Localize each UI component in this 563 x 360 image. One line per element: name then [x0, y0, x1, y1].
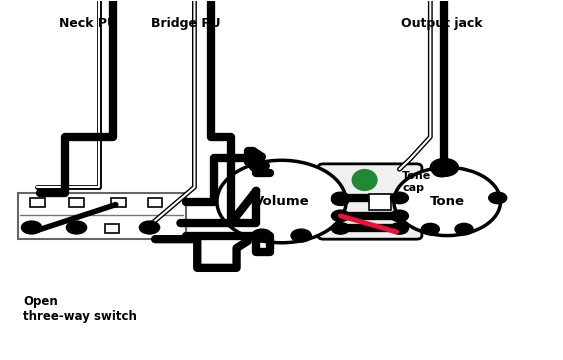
- Text: Neck PU: Neck PU: [59, 17, 117, 30]
- Circle shape: [391, 210, 408, 222]
- FancyBboxPatch shape: [148, 198, 163, 207]
- Circle shape: [421, 224, 439, 235]
- Circle shape: [391, 223, 408, 234]
- Ellipse shape: [352, 170, 377, 190]
- FancyBboxPatch shape: [105, 224, 119, 233]
- Circle shape: [21, 221, 42, 234]
- Text: Volume: Volume: [254, 195, 309, 208]
- Circle shape: [394, 167, 501, 235]
- Circle shape: [332, 210, 350, 222]
- FancyBboxPatch shape: [111, 198, 126, 207]
- Circle shape: [391, 192, 408, 204]
- Circle shape: [249, 159, 269, 172]
- Circle shape: [291, 229, 311, 242]
- Circle shape: [332, 223, 350, 234]
- Circle shape: [430, 158, 458, 176]
- Circle shape: [332, 192, 350, 204]
- Text: Tone
cap: Tone cap: [402, 171, 431, 193]
- FancyBboxPatch shape: [17, 193, 186, 239]
- Circle shape: [332, 194, 350, 206]
- FancyBboxPatch shape: [369, 194, 391, 211]
- Text: Open
three-way switch: Open three-way switch: [23, 295, 137, 323]
- FancyBboxPatch shape: [69, 198, 84, 207]
- Circle shape: [432, 165, 450, 177]
- Text: Output jack: Output jack: [401, 17, 482, 30]
- Circle shape: [455, 224, 473, 235]
- Text: Tone: Tone: [430, 195, 464, 208]
- FancyBboxPatch shape: [30, 198, 44, 207]
- Circle shape: [252, 229, 272, 242]
- Circle shape: [489, 192, 507, 204]
- FancyBboxPatch shape: [318, 164, 422, 239]
- Text: Bridge PU: Bridge PU: [151, 17, 221, 30]
- Circle shape: [217, 160, 346, 243]
- Circle shape: [66, 221, 87, 234]
- Circle shape: [140, 221, 160, 234]
